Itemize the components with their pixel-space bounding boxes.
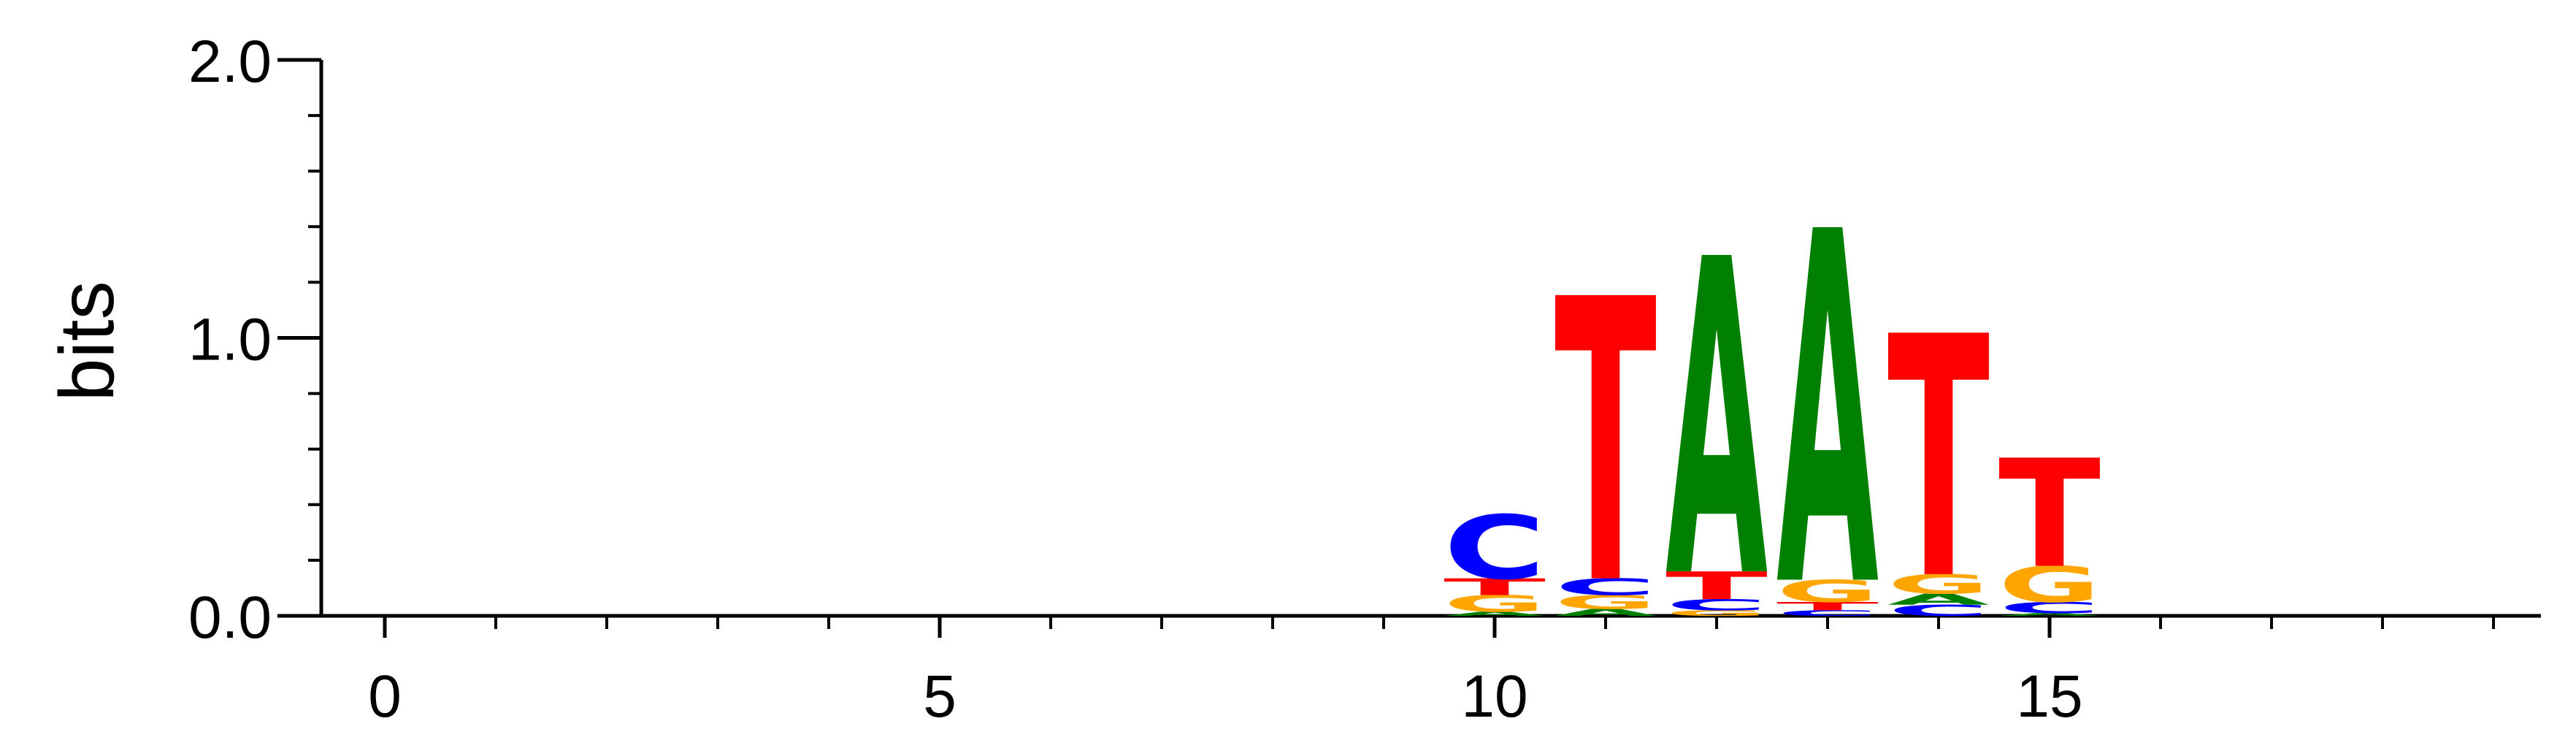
x-axis: 0 5 10 15 (321, 614, 2541, 730)
letter-glyph: A (1998, 612, 2101, 617)
logo-letter-C: C (1665, 596, 1768, 614)
x-tick-label: 15 (2016, 663, 2082, 730)
logo-letter-G: G (1776, 574, 1879, 609)
letter-glyph: G (1776, 574, 1879, 609)
logo-letter-G: G (1444, 590, 1546, 617)
logo-letter-A: A (1444, 611, 1546, 617)
y-axis-label: bits (44, 281, 130, 402)
letter-glyph: C (1776, 609, 1879, 617)
letter-glyph: C (1555, 574, 1657, 601)
logo-letter-C: C (1444, 497, 1546, 599)
logo-letter-G: G (1998, 556, 2101, 614)
letter-glyph: T (1998, 428, 2101, 601)
letter-glyph: A (1665, 168, 1768, 674)
logo-letter-A: A (1998, 612, 2101, 617)
logo-letter-G: G (1665, 609, 1768, 617)
letter-glyph: G (1665, 609, 1768, 617)
letter-glyph: A (1555, 607, 1657, 618)
y-tick-label: 0.0 (188, 584, 272, 651)
logo-letter-A: A (1776, 132, 1879, 694)
letter-glyph: T (1887, 267, 1990, 653)
letter-glyph: A (1887, 591, 1990, 609)
logo-letter-C: C (1555, 574, 1657, 601)
y-tick-label: 1.0 (188, 307, 272, 373)
letter-glyph: C (1444, 497, 1546, 599)
logo-letter-A: A (1887, 591, 1990, 609)
letter-glyph: G (1555, 591, 1657, 613)
letter-glyph: C (1998, 599, 2101, 617)
letter-glyph: G (1998, 556, 2101, 614)
letter-glyph: C (1887, 602, 1990, 620)
logo-letter-A: A (1665, 168, 1768, 674)
letter-glyph: T (1776, 600, 1879, 613)
letter-glyph: T (1665, 564, 1768, 609)
logo-letter-T: T (1665, 564, 1768, 609)
logo-letter-G: G (1555, 591, 1657, 613)
letter-glyph: A (1776, 132, 1879, 694)
logo-letter-C: C (1998, 599, 2101, 617)
logo-letter-C: C (1776, 609, 1879, 617)
logo-letter-T: T (1555, 219, 1657, 671)
letter-glyph: T (1555, 219, 1657, 671)
logo-letter-G: G (1887, 569, 1990, 600)
logo-letter-T: T (1887, 267, 1990, 653)
x-tick-label: 10 (1461, 663, 1527, 730)
logo-letter-T: T (1998, 428, 2101, 601)
x-tick-label: 0 (368, 663, 402, 730)
y-tick-label: 2.0 (188, 28, 272, 95)
letter-glyph: A (1444, 611, 1546, 617)
letter-glyph: T (1444, 573, 1546, 600)
logo-letter-C: C (1887, 602, 1990, 620)
y-axis: 0.0 1.0 2.0 (188, 28, 323, 651)
logo-letter-T: T (1444, 573, 1546, 600)
letter-glyph: G (1444, 590, 1546, 617)
letter-glyph: C (1665, 596, 1768, 614)
x-tick-label: 5 (923, 663, 957, 730)
letter-glyph: G (1887, 569, 1990, 600)
logo-letter-A: A (1555, 607, 1657, 618)
logo-letter-T: T (1776, 600, 1879, 613)
